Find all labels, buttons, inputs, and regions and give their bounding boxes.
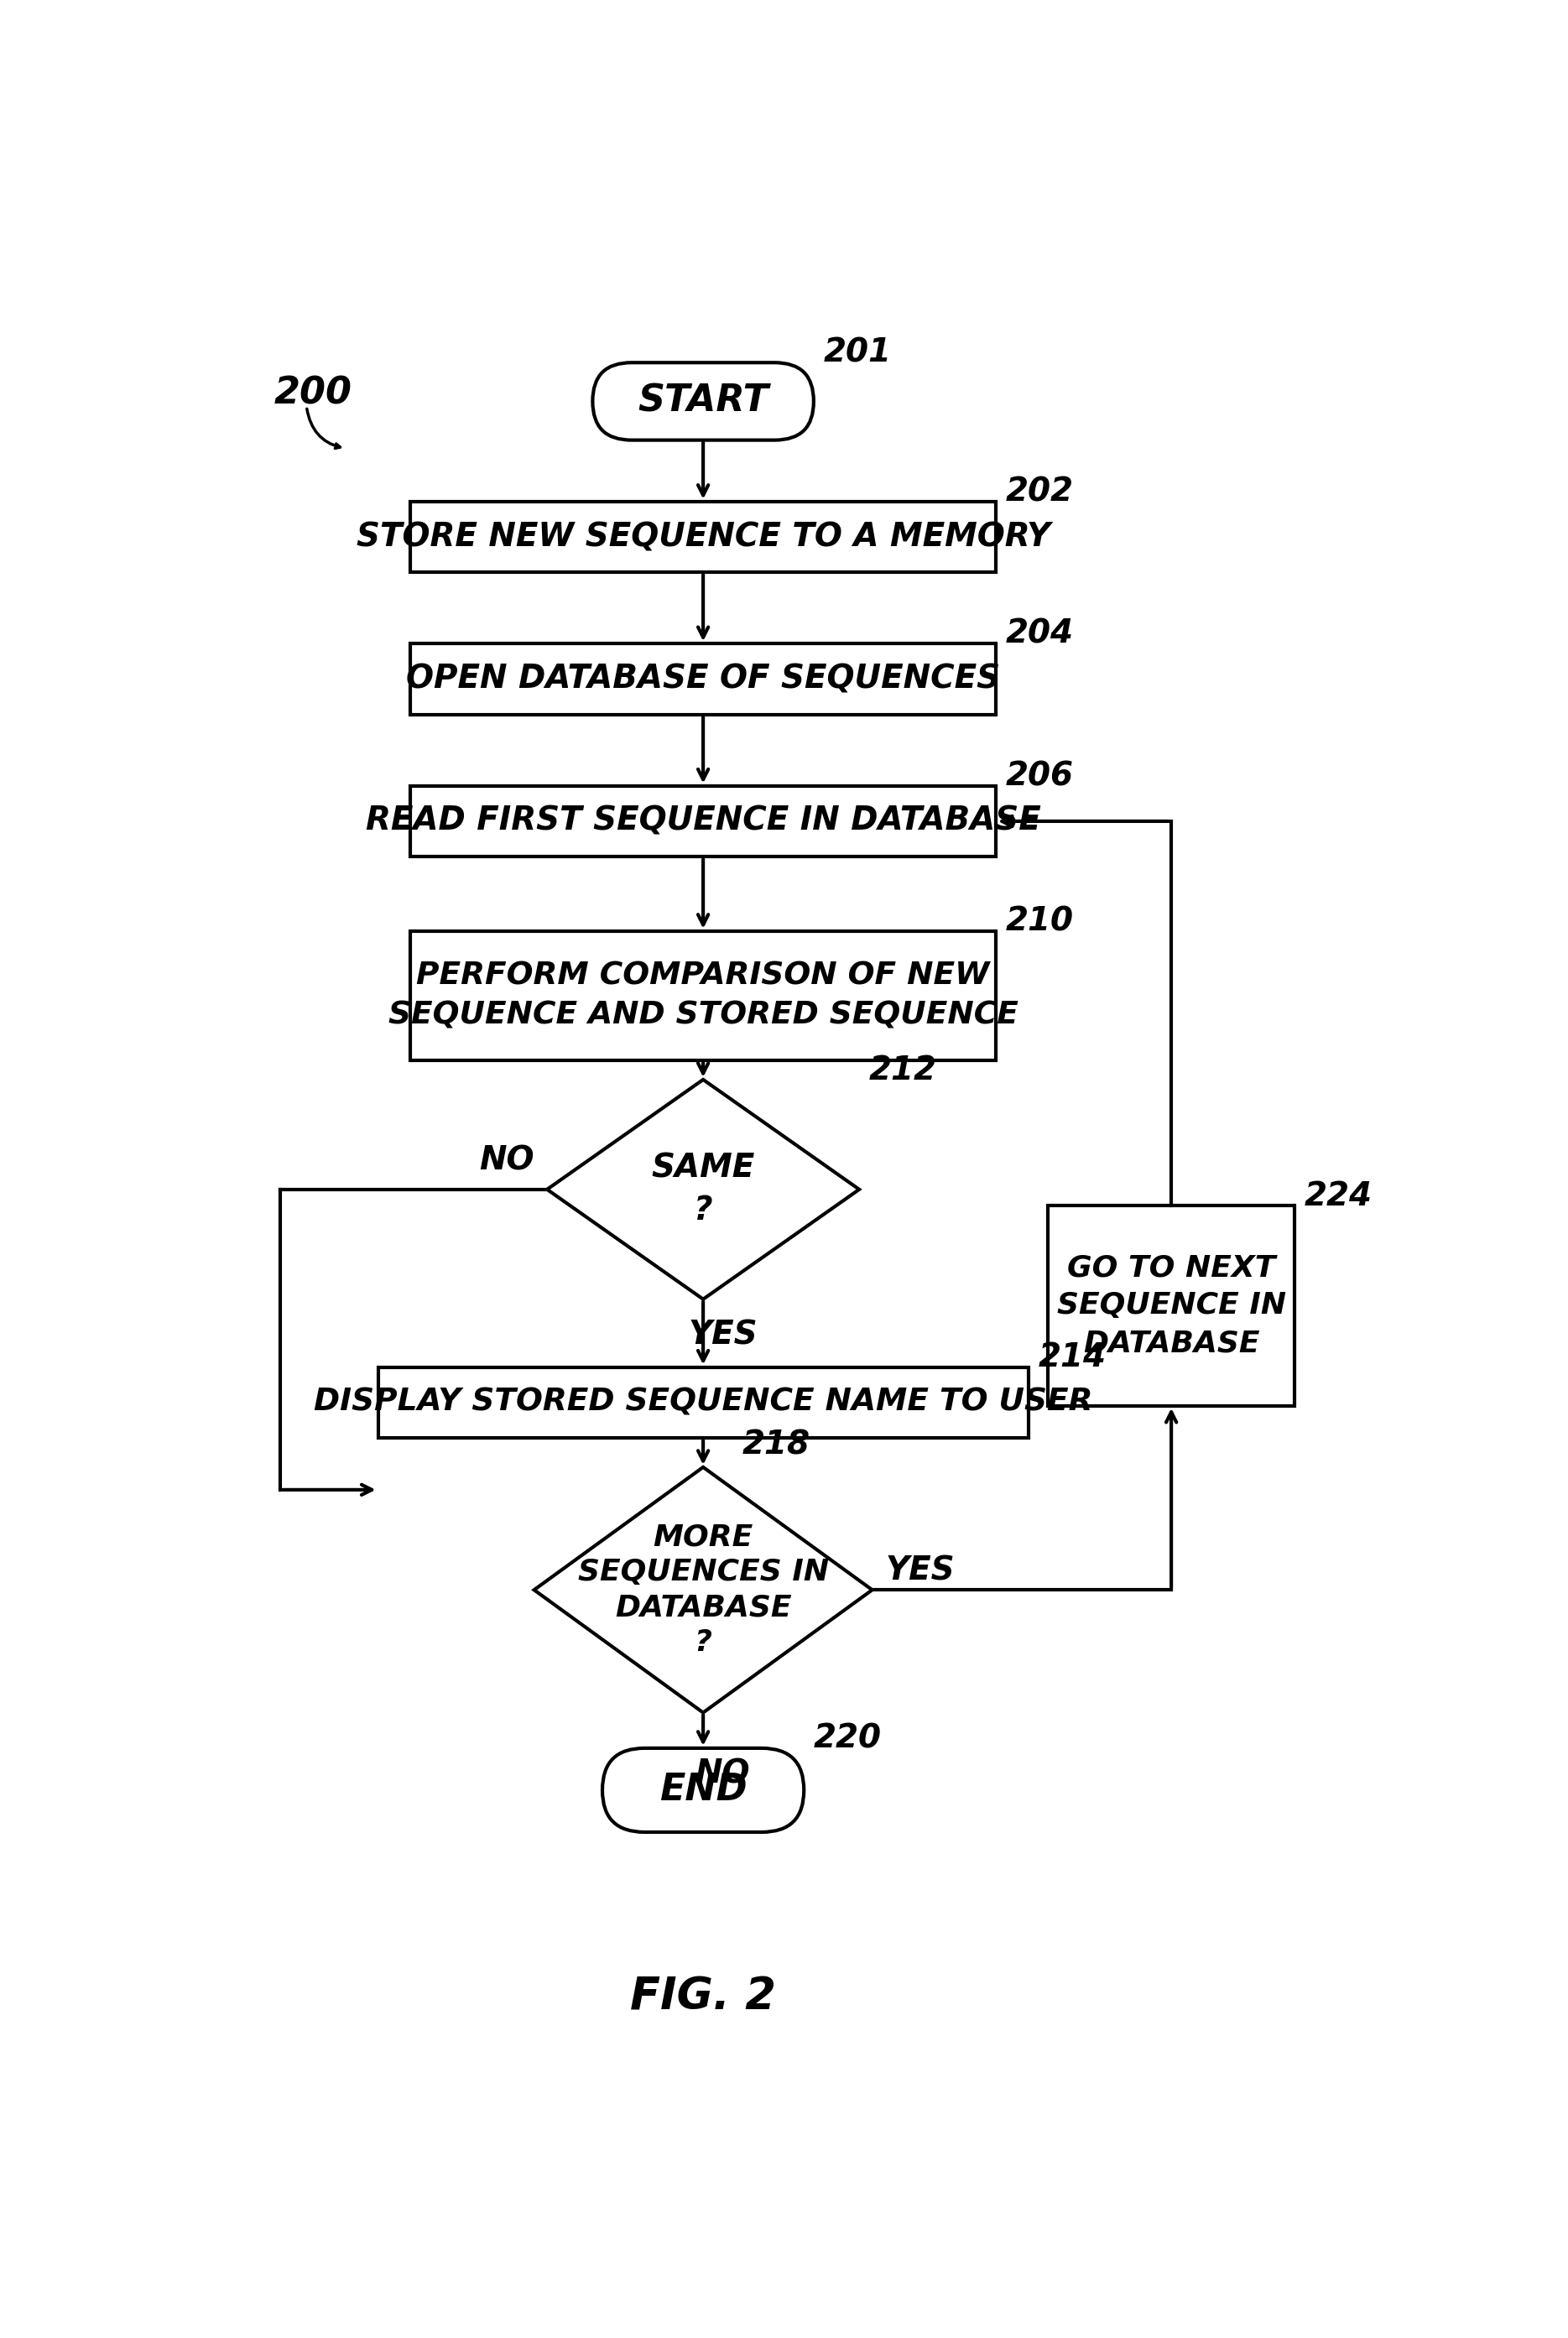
Text: 202: 202 bbox=[1005, 477, 1074, 507]
Text: START: START bbox=[638, 383, 768, 419]
Text: 200: 200 bbox=[274, 376, 353, 411]
Text: 224: 224 bbox=[1305, 1181, 1372, 1211]
Text: YES: YES bbox=[886, 1555, 955, 1588]
FancyBboxPatch shape bbox=[411, 643, 996, 715]
FancyBboxPatch shape bbox=[411, 931, 996, 1059]
FancyBboxPatch shape bbox=[411, 500, 996, 573]
Text: 212: 212 bbox=[869, 1054, 938, 1087]
Text: 201: 201 bbox=[823, 337, 891, 369]
Text: YES: YES bbox=[688, 1319, 757, 1351]
FancyBboxPatch shape bbox=[378, 1368, 1029, 1438]
Polygon shape bbox=[547, 1080, 859, 1300]
Text: 218: 218 bbox=[742, 1429, 811, 1461]
FancyBboxPatch shape bbox=[602, 1749, 804, 1833]
Text: DISPLAY STORED SEQUENCE NAME TO USER: DISPLAY STORED SEQUENCE NAME TO USER bbox=[314, 1386, 1093, 1417]
Text: 210: 210 bbox=[1005, 905, 1074, 938]
Text: 204: 204 bbox=[1005, 617, 1074, 650]
Text: END: END bbox=[659, 1772, 746, 1807]
Text: STORE NEW SEQUENCE TO A MEMORY: STORE NEW SEQUENCE TO A MEMORY bbox=[356, 521, 1051, 554]
Polygon shape bbox=[535, 1468, 872, 1714]
Text: 206: 206 bbox=[1005, 760, 1074, 793]
Text: 214: 214 bbox=[1038, 1342, 1105, 1372]
Text: MORE
SEQUENCES IN
DATABASE
?: MORE SEQUENCES IN DATABASE ? bbox=[577, 1522, 828, 1658]
Text: READ FIRST SEQUENCE IN DATABASE: READ FIRST SEQUENCE IN DATABASE bbox=[365, 804, 1041, 837]
Text: FIG. 2: FIG. 2 bbox=[630, 1976, 776, 2018]
Text: GO TO NEXT
SEQUENCE IN
DATABASE: GO TO NEXT SEQUENCE IN DATABASE bbox=[1057, 1253, 1286, 1358]
Text: 220: 220 bbox=[814, 1723, 881, 1754]
FancyBboxPatch shape bbox=[411, 786, 996, 856]
FancyBboxPatch shape bbox=[1047, 1206, 1295, 1405]
FancyBboxPatch shape bbox=[593, 362, 814, 440]
Text: NO: NO bbox=[480, 1146, 535, 1176]
Text: NO: NO bbox=[695, 1758, 750, 1789]
Text: OPEN DATABASE OF SEQUENCES: OPEN DATABASE OF SEQUENCES bbox=[406, 664, 1000, 694]
Text: PERFORM COMPARISON OF NEW
SEQUENCE AND STORED SEQUENCE: PERFORM COMPARISON OF NEW SEQUENCE AND S… bbox=[389, 961, 1018, 1031]
Text: SAME
?: SAME ? bbox=[651, 1153, 754, 1227]
